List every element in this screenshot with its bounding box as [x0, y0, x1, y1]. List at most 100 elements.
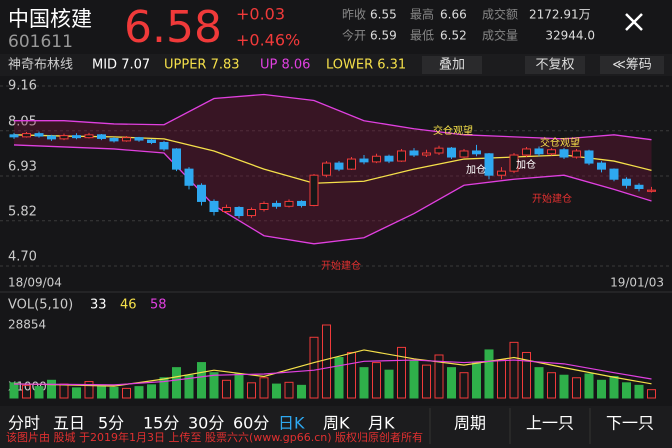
volume-bar	[472, 362, 481, 399]
volume-bar	[297, 384, 306, 399]
candle-body	[447, 147, 456, 158]
stat-value: 6.52	[440, 29, 467, 43]
indicator-mid: MID 7.07	[92, 58, 150, 73]
band-fill	[14, 94, 652, 244]
volume-bar	[259, 377, 269, 399]
candle-body	[97, 134, 106, 139]
volume-bar	[222, 379, 231, 399]
volume-bar	[284, 381, 294, 399]
candle-body	[572, 150, 581, 158]
candle-body	[84, 134, 94, 139]
y-tick-label: 4.70	[8, 250, 37, 265]
volume-bar	[559, 374, 569, 399]
period-tab[interactable]: 5分	[98, 414, 124, 433]
volume-ma: 46	[120, 298, 137, 313]
period-tab[interactable]: 日K	[278, 414, 305, 433]
nav-button[interactable]: 周期	[454, 414, 486, 433]
volume-bar	[522, 351, 531, 399]
volume-bar	[309, 336, 319, 399]
candle-body	[272, 202, 281, 207]
button-label[interactable]: 不复权	[535, 57, 574, 73]
candle-body	[559, 149, 569, 158]
stat-value: 2172.91万	[529, 8, 591, 22]
candle-body	[234, 206, 244, 217]
candle-body	[322, 162, 331, 176]
volume-bar	[72, 387, 81, 399]
button[interactable]	[422, 56, 482, 74]
volume-bar	[247, 382, 256, 399]
period-tab[interactable]: 分时	[8, 414, 40, 433]
candle-body	[534, 148, 544, 155]
indicator-name: 神奇布林线	[8, 57, 73, 73]
button-label[interactable]: ≪筹码	[612, 57, 652, 73]
annotation: 加仓	[466, 163, 486, 176]
volume-bar	[34, 386, 44, 399]
volume-ma: 58	[150, 298, 167, 313]
button[interactable]	[525, 56, 585, 74]
indicator-upper: UPPER 7.83	[164, 58, 240, 73]
stock-code: 601611	[8, 32, 73, 52]
candle-body	[484, 153, 494, 176]
candle-body	[409, 150, 419, 156]
volume-bar	[209, 372, 219, 399]
candle-body	[59, 135, 69, 140]
volume-bar	[634, 384, 644, 399]
volume-bar	[409, 359, 419, 399]
volume-bar	[109, 386, 119, 399]
volume-bar	[422, 364, 431, 399]
volume-bar	[84, 381, 94, 399]
period-tab[interactable]: 周K	[323, 414, 350, 433]
candle-body	[422, 152, 431, 156]
y-tick-label: 5.82	[8, 204, 37, 219]
annotation: 开始建仓	[321, 259, 361, 272]
candle-body	[209, 200, 219, 213]
y-tick-label: 28854	[8, 318, 46, 332]
volume-ma-line	[13, 349, 652, 387]
candle-body	[622, 178, 631, 186]
volume-bar	[434, 354, 444, 399]
candle-body	[372, 155, 381, 163]
volume-ma-line	[13, 359, 652, 386]
period-tab[interactable]: 月K	[368, 414, 395, 433]
button[interactable]	[600, 56, 664, 74]
period-tab[interactable]: 60分	[233, 414, 269, 433]
band-line	[13, 144, 652, 245]
volume-bar	[547, 372, 556, 399]
candle-body	[34, 133, 44, 137]
candle-body	[309, 174, 319, 206]
stat-value: 6.66	[440, 8, 467, 22]
candle-body	[509, 154, 519, 172]
stat-label: 最高	[410, 7, 434, 22]
volume-bar	[372, 362, 381, 399]
period-tab[interactable]: 五日	[53, 414, 85, 433]
nav-button[interactable]: 下一只	[606, 414, 654, 433]
volume-bar	[384, 369, 394, 399]
annotation: 加仓	[516, 158, 536, 171]
button-label[interactable]: 叠加	[439, 58, 465, 73]
volume-bar	[497, 359, 506, 399]
band-line	[14, 93, 652, 141]
candle-body	[634, 184, 644, 190]
candle-body	[47, 135, 56, 140]
candle-body	[197, 184, 206, 202]
candle-body	[122, 137, 131, 142]
volume-bar	[184, 374, 194, 399]
nav-button[interactable]: 上一只	[526, 414, 574, 433]
volume-bar	[534, 367, 544, 399]
stat-value: 6.59	[370, 29, 397, 43]
volume-bar	[459, 372, 469, 399]
date-label: 19/01/03	[610, 276, 664, 290]
candle-body	[134, 137, 144, 141]
period-tab[interactable]: 15分	[143, 414, 179, 433]
candle-body	[547, 149, 556, 155]
close-button[interactable]	[625, 13, 643, 31]
period-tab[interactable]: 30分	[188, 414, 224, 433]
candle-body	[522, 148, 531, 156]
candle-body	[72, 135, 81, 139]
candle-body	[334, 162, 344, 170]
volume-ma: 33	[90, 298, 107, 313]
volume-bar	[597, 379, 606, 399]
candle-body	[384, 155, 394, 162]
candle-body	[347, 158, 356, 170]
